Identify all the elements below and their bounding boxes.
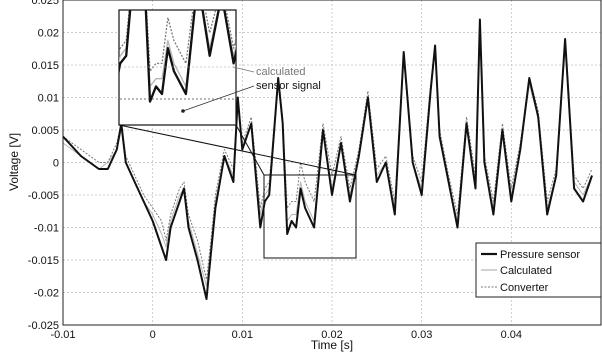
y-axis-label: Voltage [V] bbox=[7, 133, 21, 191]
legend-label-converter: Converter bbox=[500, 282, 549, 294]
y-tick-label: 0.015 bbox=[31, 60, 59, 72]
annotation-point bbox=[181, 109, 185, 113]
y-tick-label: 0 bbox=[53, 158, 59, 170]
series-line-2 bbox=[63, 19, 593, 280]
zoom-connector-line bbox=[118, 124, 357, 176]
x-tick-label: -0.01 bbox=[50, 329, 75, 341]
inset-series-line-2 bbox=[119, 10, 236, 72]
inset-series-line-0 bbox=[119, 10, 236, 103]
x-tick-label: 0 bbox=[150, 329, 156, 341]
legend-label-calculated: Calculated bbox=[500, 265, 552, 277]
legend: Pressure sensor Calculated Converter bbox=[475, 242, 602, 298]
y-tick-label: 0.005 bbox=[31, 125, 59, 137]
inset-series-line-1 bbox=[119, 10, 236, 88]
annotation-calculated: calculated bbox=[256, 66, 306, 78]
y-tick-label: -0.02 bbox=[34, 288, 59, 300]
zoom-connector-line bbox=[235, 124, 265, 176]
inset-panel bbox=[118, 9, 237, 126]
annotation-leader-calculated bbox=[232, 66, 255, 73]
x-axis-label: Time [s] bbox=[311, 338, 353, 352]
zoom-region-box bbox=[263, 174, 357, 259]
y-tick-label: -0.025 bbox=[28, 320, 59, 332]
y-tick-label: 0.025 bbox=[31, 0, 59, 7]
annotation-leader-sensor bbox=[182, 85, 255, 112]
y-tick-label: -0.005 bbox=[28, 190, 59, 202]
x-tick-label: 0.03 bbox=[411, 329, 432, 341]
series-line-0 bbox=[63, 18, 593, 300]
y-tick-label: 0.01 bbox=[38, 93, 59, 105]
x-tick-label: 0.04 bbox=[501, 329, 522, 341]
x-tick-label: 0.01 bbox=[232, 329, 253, 341]
series-layer bbox=[63, 18, 593, 300]
plot-frame bbox=[62, 0, 602, 326]
y-tick-label: 0.02 bbox=[38, 28, 59, 40]
y-tick-label: -0.015 bbox=[28, 255, 59, 267]
x-tick-labels: -0.01 0 0.01 0.02 0.03 0.04 bbox=[50, 329, 522, 341]
y-tick-label: -0.01 bbox=[34, 223, 59, 235]
y-tick-labels: -0.025 -0.02 -0.015 -0.01 -0.005 0 0.005 0.01 0.… bbox=[28, 0, 59, 332]
annotation-sensor-signal: sensor signal bbox=[256, 80, 321, 92]
legend-label-pressure-sensor: Pressure sensor bbox=[500, 249, 580, 261]
x-tick-label: 0.02 bbox=[321, 329, 342, 341]
